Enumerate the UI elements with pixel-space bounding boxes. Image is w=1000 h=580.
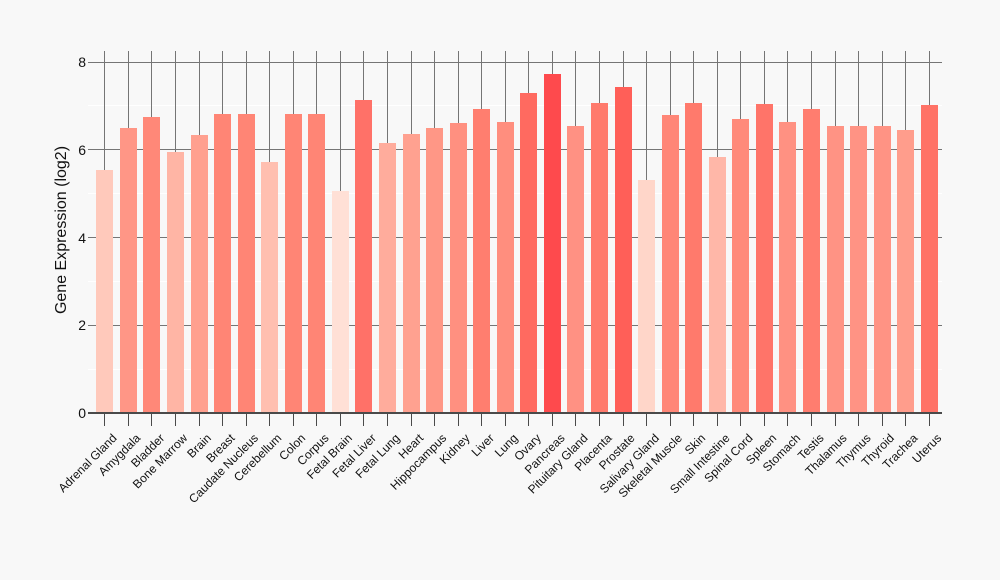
x-axis-tick xyxy=(598,414,600,426)
bar xyxy=(779,122,797,413)
x-axis-tick xyxy=(551,414,553,426)
x-axis-tick xyxy=(269,414,271,426)
bar xyxy=(96,170,114,413)
bar xyxy=(143,117,161,413)
bar xyxy=(214,113,232,413)
major-gridline xyxy=(88,61,942,63)
bar xyxy=(284,113,302,413)
x-axis-tick xyxy=(575,414,577,426)
x-axis-tick xyxy=(646,414,648,426)
bar xyxy=(496,121,514,413)
y-tick-label: 4 xyxy=(78,229,86,246)
x-axis-tick xyxy=(928,414,930,426)
bar xyxy=(119,127,137,413)
bar xyxy=(920,104,938,413)
bar xyxy=(755,103,773,413)
x-axis-tick xyxy=(198,414,200,426)
minor-gridline xyxy=(88,193,942,195)
major-gridline xyxy=(88,149,942,151)
bar xyxy=(166,152,184,413)
bar xyxy=(402,134,420,413)
bar xyxy=(638,180,656,413)
x-axis-tick xyxy=(504,414,506,426)
bar xyxy=(850,126,868,413)
bar xyxy=(732,118,750,413)
x-axis-tick xyxy=(339,414,341,426)
bar xyxy=(614,86,632,413)
x-axis-tick xyxy=(669,414,671,426)
x-axis-tick xyxy=(481,414,483,426)
x-axis-tick xyxy=(410,414,412,426)
bar xyxy=(826,126,844,413)
x-axis-tick xyxy=(622,414,624,426)
x-axis-tick xyxy=(222,414,224,426)
major-gridline xyxy=(88,237,942,238)
bar xyxy=(426,127,444,413)
bar xyxy=(661,114,679,413)
x-axis-tick xyxy=(693,414,695,426)
x-axis-tick xyxy=(834,414,836,426)
bar xyxy=(708,156,726,413)
bar xyxy=(261,162,279,413)
bar xyxy=(378,143,396,413)
bar xyxy=(190,135,208,413)
x-axis-tick xyxy=(292,414,294,426)
bar xyxy=(308,113,326,413)
minor-gridline xyxy=(88,105,942,107)
x-axis-tick xyxy=(787,414,789,426)
x-axis-tick xyxy=(716,414,718,426)
x-axis-tick xyxy=(174,414,176,426)
bar xyxy=(355,99,373,413)
major-gridline xyxy=(88,324,942,326)
minor-gridline xyxy=(88,280,942,282)
bar xyxy=(520,93,538,413)
x-axis-tick xyxy=(528,414,530,426)
x-axis-tick xyxy=(151,414,153,426)
x-axis-tick xyxy=(457,414,459,426)
x-axis-tick xyxy=(740,414,742,426)
x-axis-tick xyxy=(245,414,247,426)
x-axis-tick xyxy=(810,414,812,426)
y-tick-label: 6 xyxy=(78,141,86,158)
bar xyxy=(543,73,561,413)
bar xyxy=(685,103,703,413)
x-axis-tick xyxy=(316,414,318,426)
bar xyxy=(237,113,255,413)
bar xyxy=(331,190,349,413)
x-axis-tick xyxy=(363,414,365,426)
bar xyxy=(449,123,467,413)
y-tick-label: 2 xyxy=(78,317,86,334)
minor-gridline xyxy=(88,368,942,370)
x-axis-tick xyxy=(905,414,907,426)
bar xyxy=(802,108,820,413)
x-tick-label: Liver xyxy=(468,431,497,460)
x-axis-tick xyxy=(881,414,883,426)
x-axis-line xyxy=(88,412,942,414)
x-axis-tick xyxy=(127,414,129,426)
bar xyxy=(590,103,608,413)
bar xyxy=(473,108,491,413)
y-tick-label: 0 xyxy=(78,405,86,421)
y-tick-label: 8 xyxy=(78,54,86,70)
bar xyxy=(567,126,585,413)
x-axis-tick xyxy=(104,414,106,426)
x-axis-tick xyxy=(386,414,388,426)
bar xyxy=(897,130,915,413)
bar xyxy=(873,125,891,413)
x-axis-tick xyxy=(763,414,765,426)
x-axis-tick xyxy=(434,414,436,426)
x-axis-tick xyxy=(858,414,860,426)
